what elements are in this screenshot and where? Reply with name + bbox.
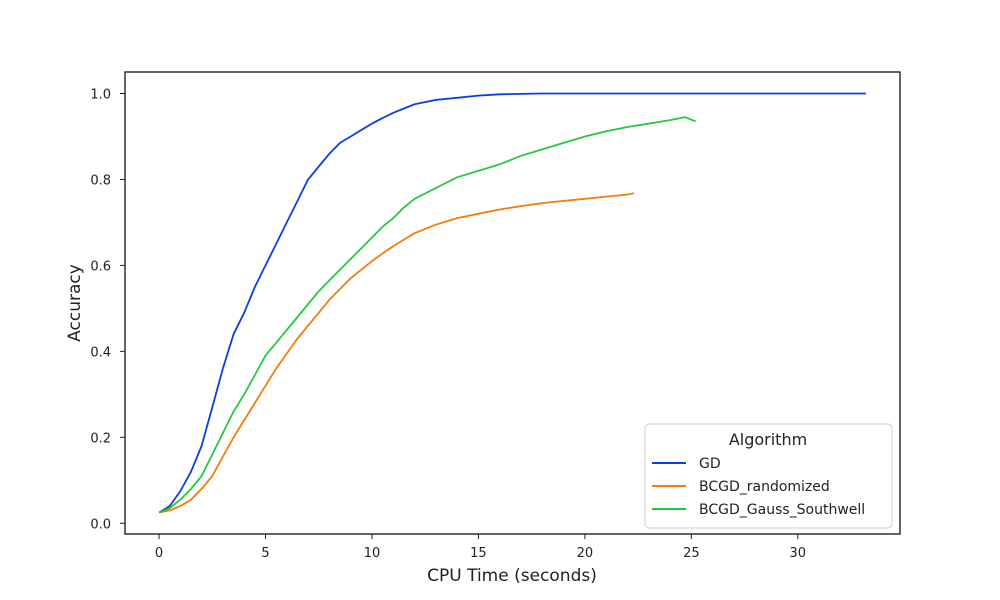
plot-frame <box>124 71 901 535</box>
legend-box <box>644 423 893 529</box>
series-line-1 <box>158 92 866 514</box>
series-layer <box>158 92 866 514</box>
x-tick-label: 30 <box>790 546 807 561</box>
y-tick-label: 0.2 <box>90 431 111 446</box>
x-axis-ticks: 0 5 10 15 20 25 30 <box>155 534 806 561</box>
series-line-2 <box>158 192 635 514</box>
x-tick-label: 5 <box>261 546 269 561</box>
x-tick-label: 10 <box>364 546 381 561</box>
y-tick-label: 0.0 <box>90 517 111 532</box>
series-line-3 <box>158 116 696 514</box>
legend-label: BCGD_Gauss_Southwell <box>699 502 865 518</box>
y-tick-label: 1.0 <box>90 87 111 102</box>
y-tick-label: 0.8 <box>90 173 111 188</box>
legend-label: GD <box>699 456 721 472</box>
x-axis-title: CPU Time (seconds) <box>427 566 597 586</box>
legend-title: Algorithm <box>729 430 807 449</box>
y-tick-label: 0.4 <box>90 345 111 360</box>
x-tick-label: 15 <box>470 546 487 561</box>
y-axis-ticks: 0.0 0.2 0.4 0.6 0.8 1.0 <box>90 87 125 532</box>
x-tick-label: 0 <box>155 546 163 561</box>
x-tick-label: 20 <box>577 546 594 561</box>
y-axis-title: Accuracy <box>65 264 85 342</box>
x-tick-label: 25 <box>683 546 700 561</box>
legend: Algorithm GD BCGD_randomized BCGD_Gauss_So… <box>644 423 893 529</box>
legend-label: BCGD_randomized <box>699 479 830 495</box>
y-tick-label: 0.6 <box>90 259 111 274</box>
legend-entries: GD BCGD_randomized BCGD_Gauss_Southwell <box>652 456 865 518</box>
